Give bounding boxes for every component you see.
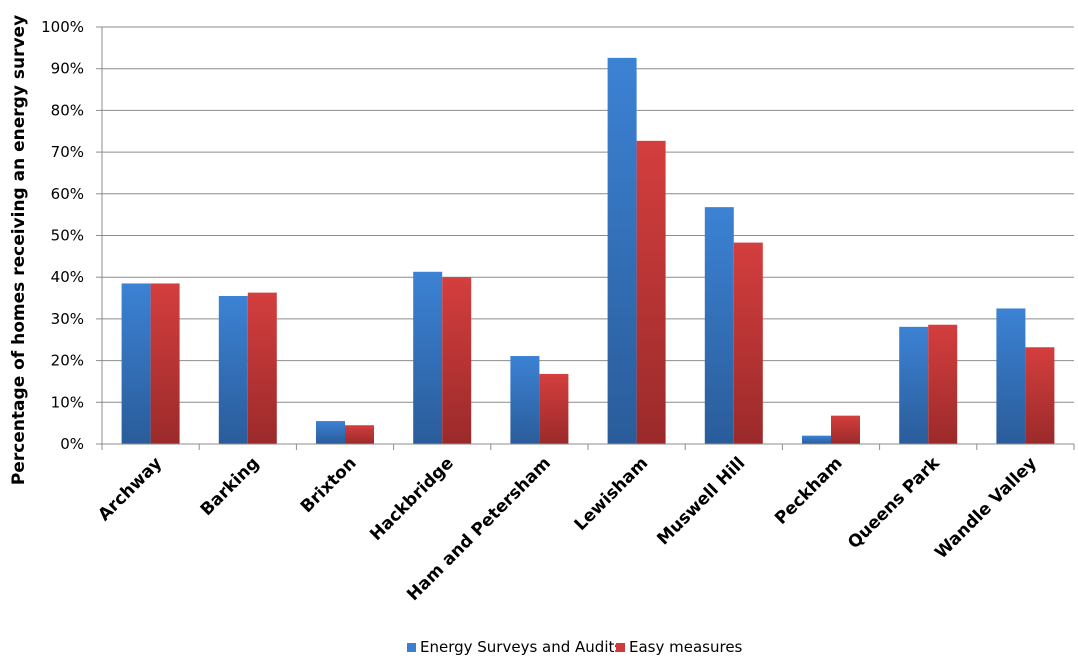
y-tick-label: 60%: [51, 185, 84, 203]
x-tick-label: Peckham: [771, 453, 846, 528]
bar-easy-measures-wandle-valley: [1025, 347, 1055, 444]
bar-energy-surveys-wandle-valley: [996, 308, 1026, 444]
y-tick-label: 100%: [41, 18, 84, 36]
bar-easy-measures-queens-park: [928, 324, 958, 444]
bar-energy-surveys-archway: [121, 283, 151, 444]
bar-energy-surveys-barking: [218, 295, 248, 444]
y-tick-labels: 0% 10% 20% 30% 40% 50% 60% 70% 80% 90% 100%: [41, 18, 102, 453]
bar-energy-surveys-hackbridge: [413, 271, 443, 444]
bar-energy-surveys-brixton: [316, 421, 345, 444]
x-tick-label: Archway: [94, 453, 166, 525]
y-tick-label: 30%: [51, 310, 84, 328]
y-tick-label: 20%: [51, 352, 84, 370]
bar-easy-measures-muswell-hill: [733, 242, 763, 444]
legend-label: Energy Surveys and Audits: [420, 638, 622, 656]
x-tick-label: Queens Park: [844, 453, 944, 553]
y-tick-label: 90%: [51, 60, 84, 78]
legend-swatch: [616, 643, 625, 652]
bar-energy-surveys-queens-park: [899, 326, 929, 444]
y-tick-label: 80%: [51, 101, 84, 119]
x-tick-label: Wandle Valley: [931, 453, 1041, 563]
y-tick-label: 70%: [51, 143, 84, 161]
x-tick-label: Hackbridge: [366, 453, 457, 544]
bar-energy-surveys-muswell-hill: [704, 207, 734, 444]
bar-easy-measures-brixton: [345, 425, 374, 444]
bar-easy-measures-peckham: [831, 415, 860, 444]
y-tick-label: 10%: [51, 393, 84, 411]
y-tick-label: 50%: [51, 227, 84, 245]
bars: [121, 57, 1055, 444]
bar-energy-surveys-peckham: [802, 435, 831, 444]
x-tick-label: Brixton: [297, 453, 361, 517]
bar-easy-measures-barking: [247, 292, 277, 444]
bar-easy-measures-archway: [150, 283, 180, 444]
legend-label: Easy measures: [629, 638, 743, 656]
bar-easy-measures-hackbridge: [442, 277, 472, 444]
y-axis-title: Percentage of homes receiving an energy …: [9, 15, 29, 485]
y-tick-label: 0%: [60, 435, 84, 453]
y-tick-label: 40%: [51, 268, 84, 286]
bar-energy-surveys-lewisham: [607, 57, 637, 444]
bar-easy-measures-ham-and-petersham: [539, 373, 569, 444]
x-tick-label: Lewisham: [571, 453, 653, 535]
bar-energy-surveys-ham-and-petersham: [510, 356, 540, 444]
x-tick-label: Barking: [197, 453, 264, 520]
x-tick-label: Muswell Hill: [653, 453, 749, 549]
legend-swatch: [407, 643, 416, 652]
legend: Energy Surveys and Audits Easy measures: [407, 638, 743, 656]
bar-easy-measures-lewisham: [636, 140, 666, 444]
